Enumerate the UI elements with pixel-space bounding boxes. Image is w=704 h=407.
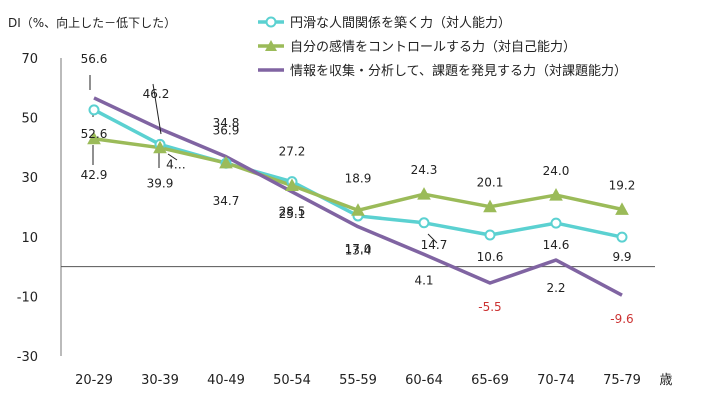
y-tick-label: 30 — [21, 171, 38, 186]
label-leader-line — [167, 153, 178, 161]
legend: 円滑な人間関係を築く力（対人能力） 自分の感情をコントロールする力（対自己能力） 情… — [258, 16, 627, 79]
data-point — [219, 155, 233, 169]
data-label: 2.2 — [546, 281, 565, 295]
data-label: 19.2 — [609, 178, 636, 192]
data-label: 34.7 — [213, 194, 240, 208]
label-leader-line — [152, 83, 162, 135]
data-label: 24.3 — [411, 163, 438, 177]
data-label: 4.1 — [414, 273, 433, 287]
data-label: 52.6 — [81, 127, 108, 141]
legend-label: 円滑な人間関係を築く力（対人能力） — [290, 16, 511, 31]
data-label: 13.4 — [345, 244, 372, 258]
legend-label: 情報を収集・分析して、課題を発見する力（対課題能力） — [290, 63, 627, 79]
data-point — [615, 202, 629, 215]
x-tick-label: 50-54 — [273, 373, 311, 388]
label-leader-line — [427, 233, 438, 244]
data-label: 10.6 — [477, 250, 504, 264]
data-label: 56.6 — [81, 52, 108, 66]
data-point — [417, 187, 431, 200]
data-label: 27.2 — [279, 145, 306, 159]
x-tick-label: 40-49 — [207, 373, 245, 388]
x-tick-label: 65-69 — [471, 373, 509, 388]
data-label: 14.7 — [421, 238, 448, 252]
data-point — [153, 140, 167, 154]
data-label: 34.8 — [213, 116, 240, 130]
x-tick-label: 75-79 — [603, 373, 641, 388]
data-label: 25.1 — [279, 207, 306, 221]
data-label: 17.0 — [345, 242, 372, 256]
y-tick-label: -30 — [17, 350, 38, 365]
data-point — [616, 231, 628, 243]
x-axis-unit: 歳 — [659, 373, 672, 388]
x-tick-label: 70-74 — [537, 373, 575, 388]
data-label: 46.2 — [143, 87, 170, 101]
data-point — [418, 217, 430, 229]
data-point — [483, 199, 497, 213]
x-tick-label: 20-29 — [75, 373, 113, 388]
legend-marker — [265, 16, 277, 28]
series-line-3 — [93, 96, 623, 297]
legend-label: 自分の感情をコントロールする力（対自己能力） — [290, 39, 576, 55]
data-point — [351, 203, 365, 216]
legend-marker — [265, 40, 277, 51]
data-label: 9.9 — [612, 250, 631, 264]
y-tick-label: 10 — [21, 231, 38, 246]
x-tick-label: 30-39 — [141, 373, 179, 388]
data-label: 4… — [166, 157, 186, 171]
y-tick-label: 70 — [21, 52, 38, 67]
data-label: -9.6 — [610, 312, 633, 326]
y-tick-label: -10 — [17, 290, 38, 305]
data-point — [549, 188, 563, 201]
data-point — [285, 178, 299, 192]
data-point — [88, 104, 100, 116]
data-label: 28.5 — [279, 205, 306, 219]
data-label: 39.9 — [147, 177, 174, 191]
data-point — [550, 217, 562, 229]
data-label: 14.6 — [543, 238, 570, 252]
y-tick-label: 50 — [21, 112, 38, 127]
y-axis-title: DI（%、向上した－低下した） — [8, 15, 176, 30]
data-label: 20.1 — [477, 176, 504, 190]
data-label: 18.9 — [345, 171, 372, 185]
data-label: -5.5 — [478, 300, 501, 314]
data-point — [87, 131, 101, 145]
x-tick-label: 55-59 — [339, 373, 377, 388]
data-label: 42.9 — [81, 168, 108, 182]
x-tick-label: 60-64 — [405, 373, 443, 388]
data-point — [484, 229, 496, 241]
data-label: 36.9 — [213, 124, 240, 138]
data-label: 24.0 — [543, 164, 570, 178]
